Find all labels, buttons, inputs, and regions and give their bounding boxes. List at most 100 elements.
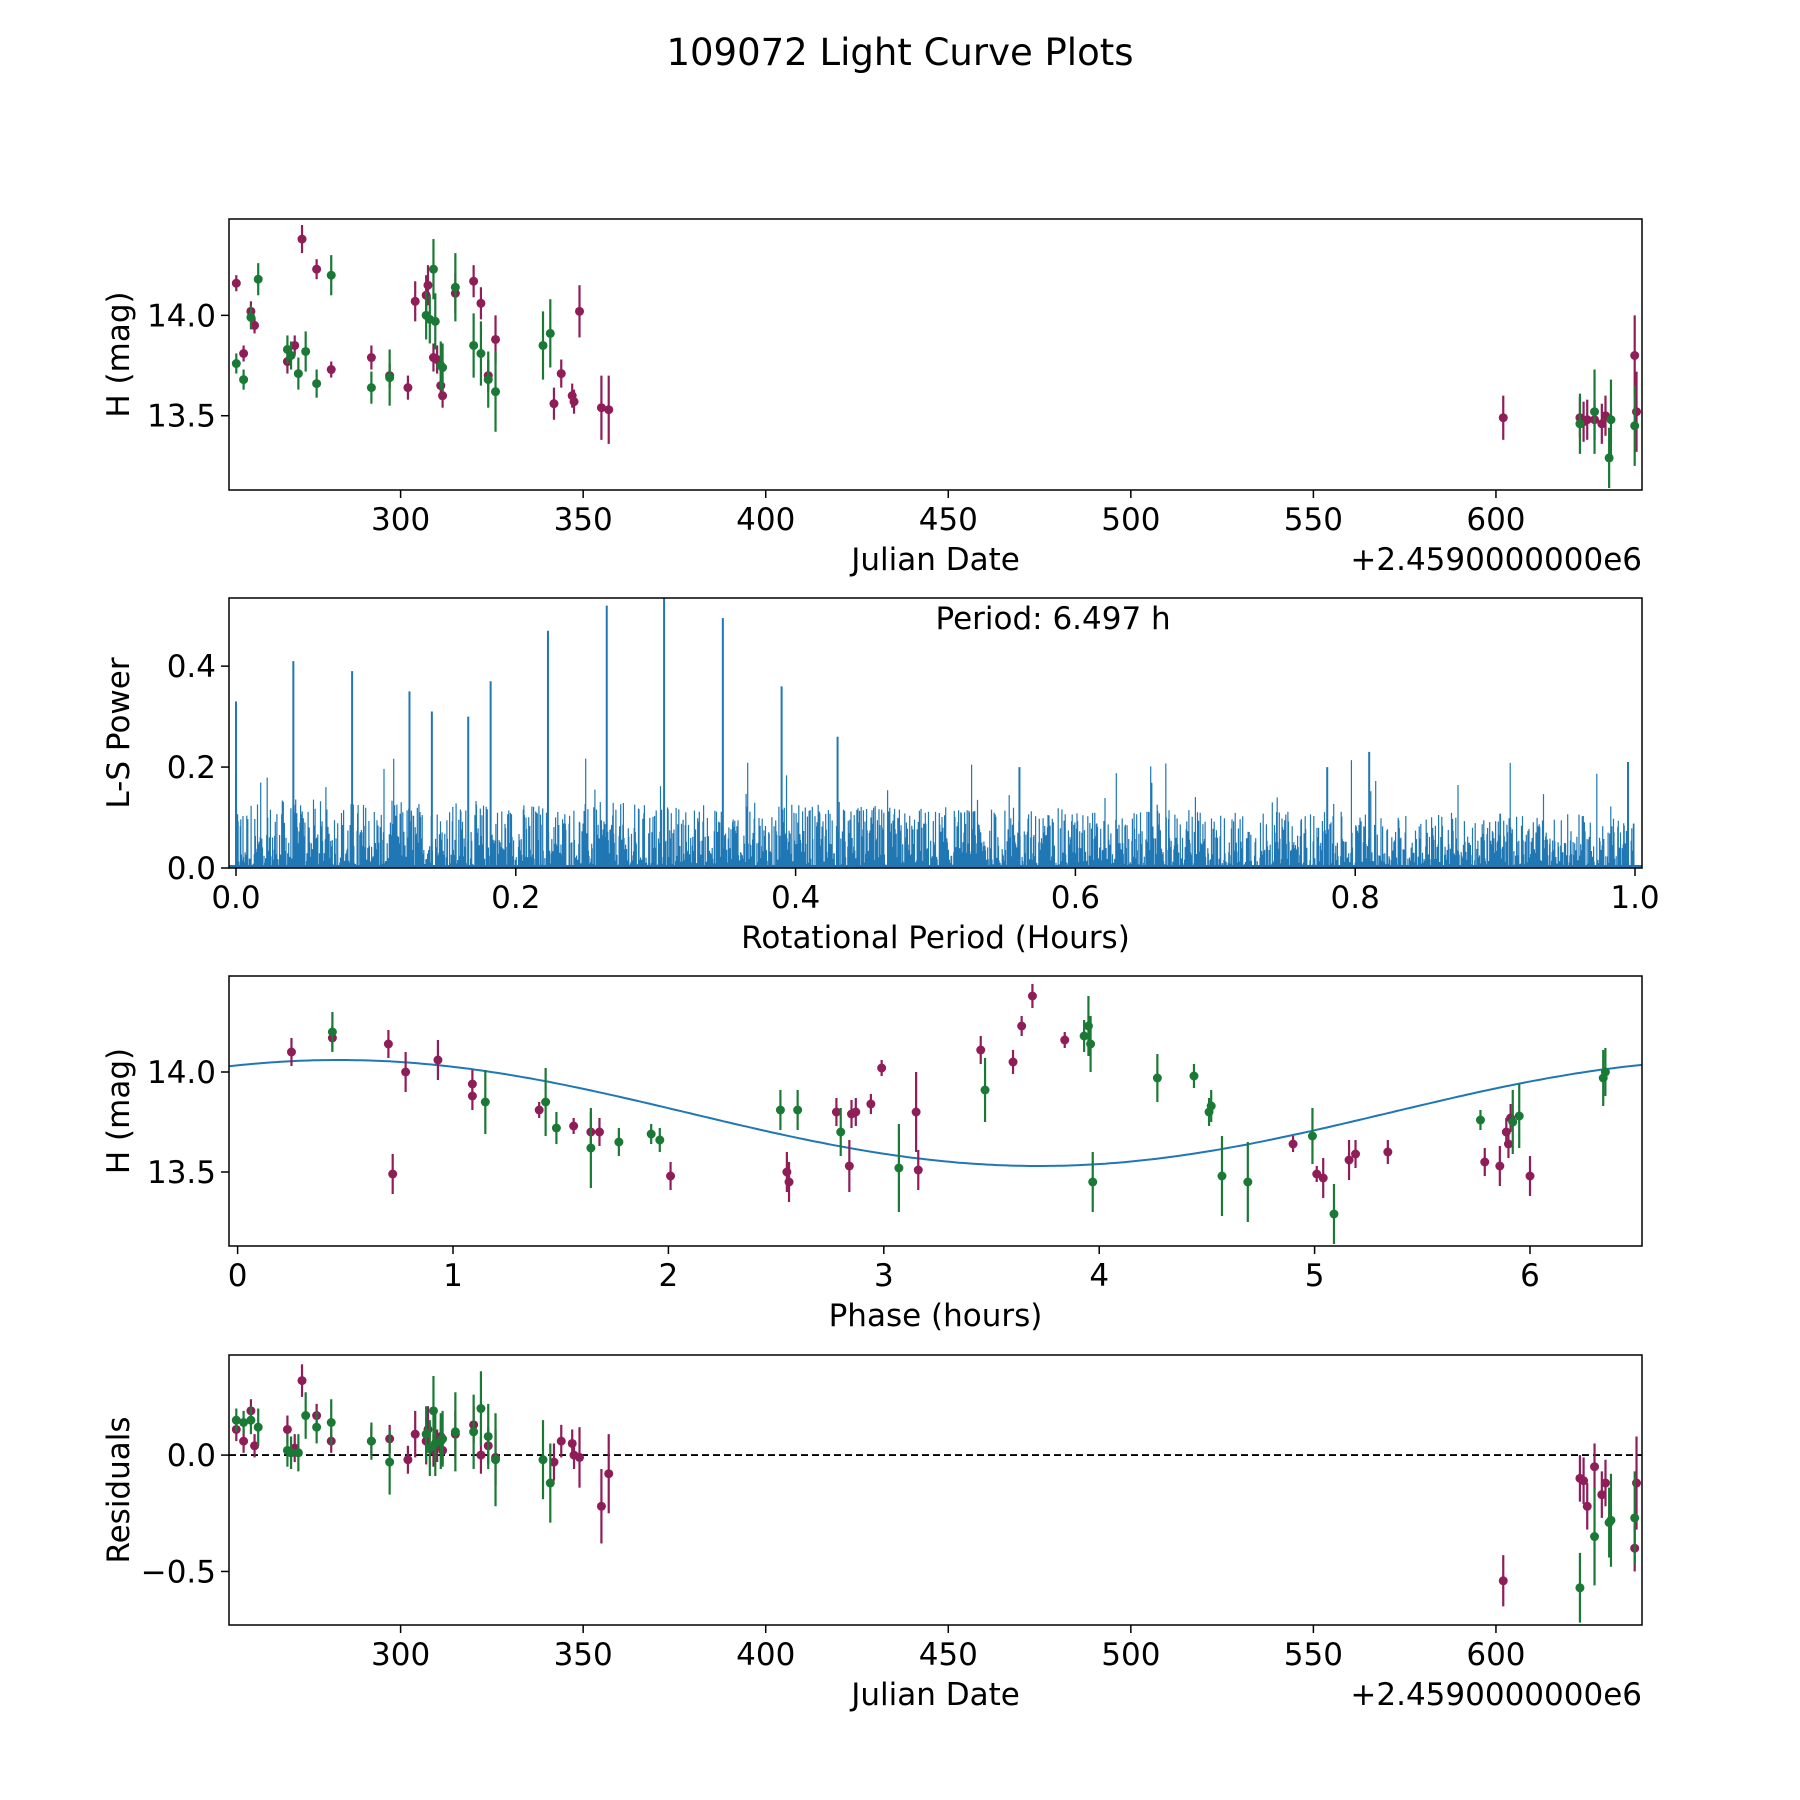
x-tick-label: 0.4 xyxy=(771,880,820,916)
y-tick-label: 14.0 xyxy=(147,298,216,334)
green-data-point xyxy=(239,375,249,385)
green-data-point xyxy=(312,379,322,389)
magenta-data-point xyxy=(438,391,448,401)
green-data-point xyxy=(385,1457,395,1467)
x-axis-label: Julian Date xyxy=(849,542,1020,578)
green-data-point xyxy=(301,346,311,356)
magenta-data-point xyxy=(250,1441,260,1451)
green-data-point xyxy=(253,274,263,284)
magenta-data-point xyxy=(410,1429,420,1439)
y-tick-label: 0.0 xyxy=(167,1438,216,1474)
magenta-data-point xyxy=(1597,419,1607,429)
green-data-point xyxy=(491,387,501,397)
green-data-point xyxy=(1243,1177,1253,1187)
magenta-data-point xyxy=(1008,1057,1018,1067)
magenta-data-point xyxy=(1288,1139,1298,1149)
magenta-data-point xyxy=(549,1457,559,1467)
magenta-data-point xyxy=(604,405,614,415)
y-tick-label: 14.0 xyxy=(147,1055,216,1091)
magenta-data-point xyxy=(1630,351,1640,361)
green-data-point xyxy=(1189,1071,1199,1081)
x-tick-label: 0 xyxy=(228,1258,248,1294)
magenta-data-point xyxy=(231,278,241,288)
x-tick-label: 300 xyxy=(371,1637,430,1673)
magenta-data-point xyxy=(911,1107,921,1117)
green-data-point xyxy=(450,1427,460,1437)
magenta-data-point xyxy=(476,298,486,308)
green-data-point xyxy=(438,1434,448,1444)
magenta-data-point xyxy=(1632,407,1642,417)
y-axis-label: H (mag) xyxy=(101,291,137,417)
green-data-point xyxy=(1604,453,1614,463)
green-data-point xyxy=(428,264,438,274)
x-tick-label: 550 xyxy=(1284,1637,1343,1673)
x-tick-label: 5 xyxy=(1305,1258,1325,1294)
x-tick-label: 550 xyxy=(1284,502,1343,538)
green-data-point xyxy=(253,1422,263,1432)
magenta-data-point xyxy=(575,306,585,316)
magenta-data-point xyxy=(866,1099,876,1109)
magenta-data-point xyxy=(410,296,420,306)
x-axis-label: Rotational Period (Hours) xyxy=(741,920,1130,956)
plot-frame xyxy=(228,218,1643,491)
magenta-data-point xyxy=(366,353,376,363)
magenta-data-point xyxy=(844,1161,854,1171)
x-tick-label: 300 xyxy=(371,502,430,538)
green-data-point xyxy=(231,359,241,369)
x-tick-label: 400 xyxy=(736,1637,795,1673)
green-data-point xyxy=(469,1427,479,1437)
y-tick-label: 13.5 xyxy=(147,1155,216,1191)
magenta-data-point xyxy=(1579,1476,1589,1486)
green-data-point xyxy=(293,369,303,379)
magenta-data-point xyxy=(1597,1490,1607,1500)
x-tick-label: 4 xyxy=(1089,1258,1109,1294)
green-data-point xyxy=(450,282,460,292)
magenta-data-point xyxy=(913,1165,923,1175)
magenta-data-point xyxy=(1498,1576,1508,1586)
y-tick-label: 0.4 xyxy=(167,649,216,685)
green-data-point xyxy=(541,1097,551,1107)
green-data-point xyxy=(1606,415,1616,425)
x-tick-label: 500 xyxy=(1101,1637,1160,1673)
green-data-point xyxy=(1590,1532,1600,1542)
green-data-point xyxy=(586,1143,596,1153)
green-data-point xyxy=(646,1129,656,1139)
green-data-point xyxy=(1088,1177,1098,1187)
x-tick-label: 2 xyxy=(659,1258,679,1294)
green-data-point xyxy=(246,1415,256,1425)
magenta-data-point xyxy=(1525,1171,1535,1181)
green-data-point xyxy=(1575,1583,1585,1593)
magenta-data-point xyxy=(596,1501,606,1511)
green-data-point xyxy=(428,1406,438,1416)
x-axis-label: Julian Date xyxy=(849,1677,1020,1713)
green-data-point xyxy=(1329,1209,1339,1219)
green-data-point xyxy=(1590,407,1600,417)
magenta-data-point xyxy=(326,365,336,375)
magenta-data-point xyxy=(286,1047,296,1057)
green-data-point xyxy=(1152,1073,1162,1083)
figure-title: 109072 Light Curve Plots xyxy=(666,31,1133,74)
green-data-point xyxy=(1630,1513,1640,1523)
green-data-point xyxy=(326,1418,336,1427)
magenta-data-point xyxy=(1495,1161,1505,1171)
magenta-data-point xyxy=(567,1438,577,1448)
y-tick-label: 13.5 xyxy=(147,399,216,435)
magenta-data-point xyxy=(239,1436,249,1446)
green-data-point xyxy=(239,1418,249,1427)
magenta-data-point xyxy=(575,1452,585,1462)
magenta-data-point xyxy=(556,369,566,379)
sinusoid-fit-line xyxy=(229,1059,1642,1167)
plot-frame xyxy=(228,1354,1643,1626)
green-data-point xyxy=(366,383,376,393)
green-data-point xyxy=(293,1448,303,1458)
green-data-point xyxy=(1475,1115,1485,1125)
green-data-point xyxy=(491,1455,501,1465)
x-tick-label: 0.6 xyxy=(1051,880,1100,916)
x-tick-label: 450 xyxy=(919,1637,978,1673)
x-tick-label: 0.2 xyxy=(491,880,540,916)
x-tick-label: 3 xyxy=(874,1258,894,1294)
green-data-point xyxy=(1575,419,1585,429)
